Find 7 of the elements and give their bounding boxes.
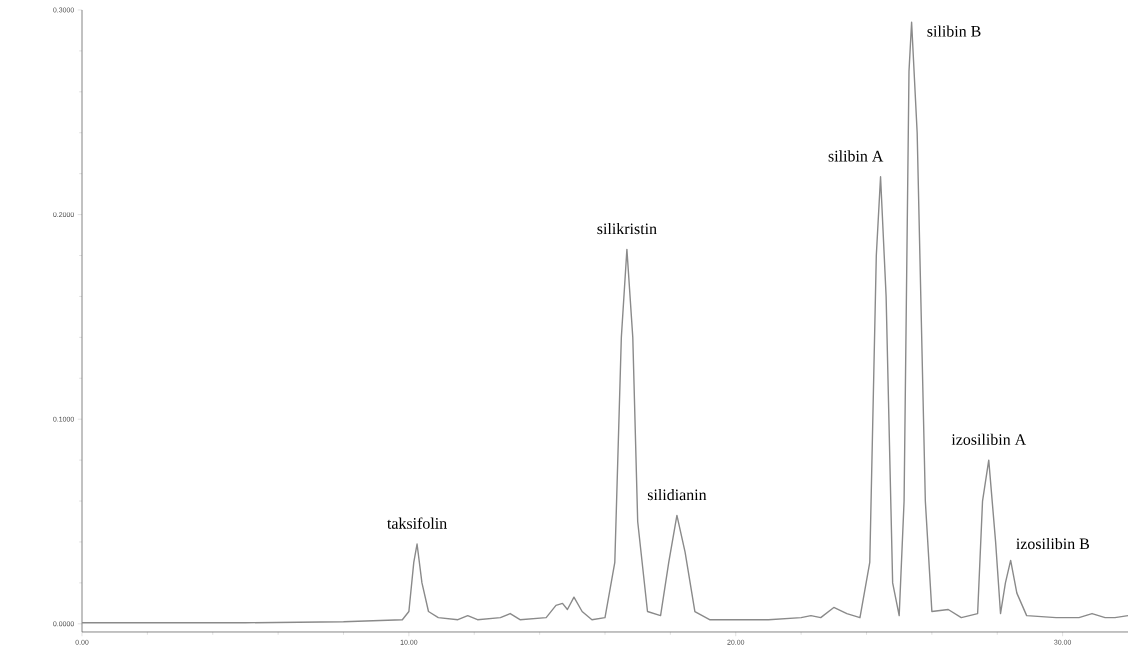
annotation: izosilibin A: [951, 433, 1027, 445]
annotation: silikristin: [597, 222, 657, 235]
annotation: izosilibin B: [1016, 537, 1090, 550]
annotation: silibin B: [927, 25, 981, 37]
annotation: silidianin: [647, 488, 707, 501]
annotation: taksifolin: [387, 517, 447, 529]
annotation: silibin A: [828, 150, 884, 162]
